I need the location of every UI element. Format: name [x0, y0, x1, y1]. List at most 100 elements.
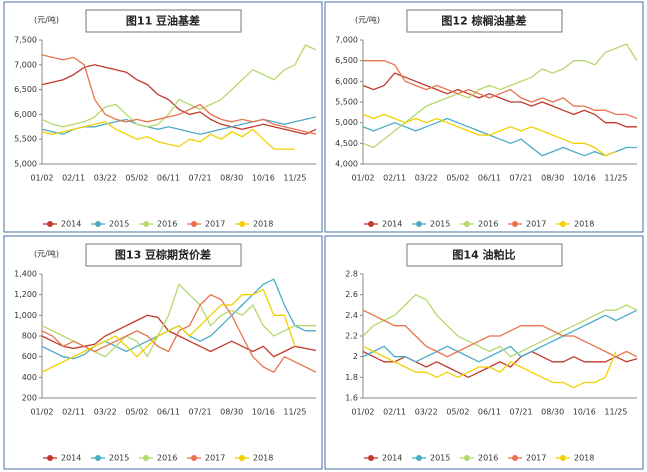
y-tick-label: 2.6 [345, 290, 358, 299]
y-tick-label: 2 [353, 352, 358, 361]
chart-title: 图14 油粕比 [452, 248, 515, 262]
x-tick-label: 01/02 [30, 174, 53, 183]
x-tick-label: 10/16 [573, 408, 596, 417]
legend-label: 2015 [430, 454, 450, 463]
y-tick-label: 1.6 [345, 394, 358, 403]
y-tick-label: 5,500 [335, 98, 358, 107]
x-tick-label: 07/21 [510, 174, 533, 183]
legend-label: 2018 [253, 220, 273, 229]
legend-marker [416, 221, 422, 227]
y-tick-label: 5,000 [14, 160, 37, 169]
y-unit: (元/吨) [355, 15, 380, 25]
x-tick-label: 07/21 [510, 408, 533, 417]
legend-label: 2017 [205, 220, 225, 229]
y-tick-label: 7,000 [14, 60, 37, 69]
x-tick-label: 05/02 [446, 408, 469, 417]
legend-label: 2014 [382, 220, 402, 229]
legend-marker [560, 221, 566, 227]
series-line [41, 64, 317, 135]
x-tick-label: 01/02 [351, 174, 374, 183]
chart-title-box [85, 9, 242, 33]
y-tick-label: 4,500 [335, 139, 358, 148]
y-tick-label: 400 [22, 373, 37, 382]
series-line [41, 293, 317, 374]
legend-label: 2016 [478, 454, 498, 463]
x-tick-label: 08/30 [541, 174, 564, 183]
series-line [41, 44, 317, 128]
x-tick-label: 05/02 [125, 408, 148, 417]
y-tick-label: 1,400 [14, 270, 37, 279]
y-tick-label: 1.8 [345, 373, 358, 382]
series-line [362, 309, 638, 358]
x-tick-label: 05/02 [125, 174, 148, 183]
panel [324, 1, 644, 233]
x-tick-label: 08/30 [220, 174, 243, 183]
legend-marker [512, 455, 518, 461]
y-tick-label: 6,500 [335, 56, 358, 65]
x-tick-label: 03/22 [415, 408, 438, 417]
legend-label: 2017 [526, 454, 546, 463]
panel [324, 235, 644, 470]
series-line [362, 309, 638, 363]
legend-label: 2018 [253, 454, 273, 463]
legend-marker [368, 455, 374, 461]
chart-title-box [85, 243, 242, 267]
legend-marker [47, 455, 53, 461]
legend-marker [416, 455, 422, 461]
y-tick-label: 4,000 [335, 160, 358, 169]
x-tick-label: 03/22 [94, 408, 117, 417]
legend-label: 2016 [478, 220, 498, 229]
legend-label: 2015 [109, 220, 129, 229]
panel [3, 235, 323, 470]
x-tick-label: 08/30 [220, 408, 243, 417]
x-tick-label: 11/25 [604, 408, 627, 417]
x-tick-label: 08/30 [541, 408, 564, 417]
x-tick-label: 05/02 [446, 174, 469, 183]
x-tick-label: 03/22 [94, 174, 117, 183]
legend-label: 2016 [157, 220, 177, 229]
x-tick-label: 11/25 [283, 174, 306, 183]
legend-marker [95, 221, 101, 227]
series-line [362, 293, 638, 358]
series-line [41, 116, 317, 135]
legend-label: 2018 [574, 220, 594, 229]
x-tick-label: 01/02 [30, 408, 53, 417]
series-line [41, 121, 295, 150]
x-tick-label: 06/11 [157, 174, 180, 183]
y-unit: (元/吨) [34, 249, 59, 259]
y-tick-label: 6,000 [335, 77, 358, 86]
y-tick-label: 1,000 [14, 311, 37, 320]
x-tick-label: 07/21 [189, 174, 212, 183]
legend-marker [464, 221, 470, 227]
series-line [362, 117, 637, 157]
y-tick-label: 600 [22, 352, 37, 361]
x-tick-label: 11/25 [604, 174, 627, 183]
chart-title: 图13 豆棕期货价差 [115, 248, 211, 262]
chart-title-box [406, 9, 563, 33]
series-line [362, 113, 617, 157]
x-tick-label: 02/11 [62, 174, 85, 183]
y-tick-label: 800 [22, 332, 37, 341]
legend-label: 2014 [61, 454, 81, 463]
legend-marker [143, 221, 149, 227]
chart-title: 图12 棕榈油基差 [441, 14, 526, 28]
y-tick-label: 7,000 [335, 36, 358, 45]
x-tick-label: 03/22 [415, 174, 438, 183]
legend-marker [512, 221, 518, 227]
x-tick-label: 02/11 [62, 408, 85, 417]
legend-label: 2017 [526, 220, 546, 229]
x-tick-label: 11/25 [283, 408, 306, 417]
y-tick-label: 7,500 [14, 36, 37, 45]
legend-label: 2015 [109, 454, 129, 463]
y-tick-label: 2.8 [345, 270, 358, 279]
legend-label: 2014 [61, 220, 81, 229]
panel [3, 1, 323, 233]
legend-label: 2015 [430, 220, 450, 229]
legend-marker [239, 455, 245, 461]
y-unit: (元/吨) [34, 15, 59, 25]
x-tick-label: 02/11 [383, 408, 406, 417]
legend-marker [191, 221, 197, 227]
series-line [362, 43, 638, 149]
x-tick-label: 10/16 [252, 408, 275, 417]
